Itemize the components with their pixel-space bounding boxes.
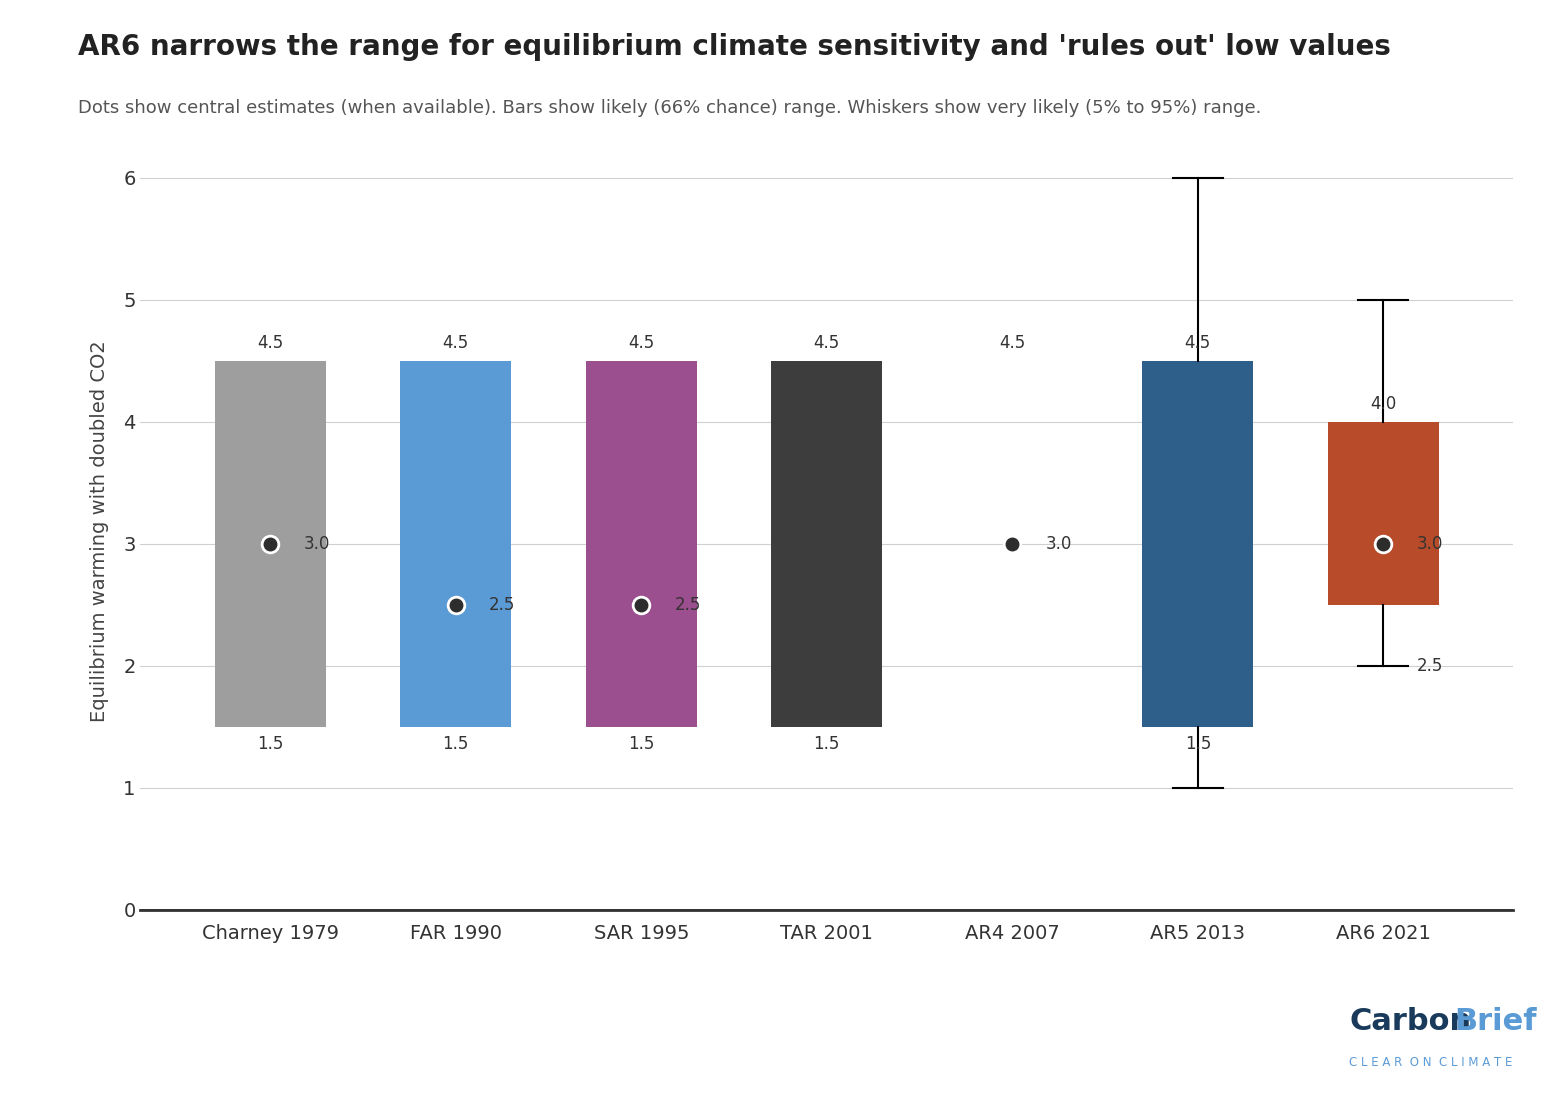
Text: 4.5: 4.5 <box>257 334 284 352</box>
Text: 4.5: 4.5 <box>1184 334 1211 352</box>
Y-axis label: Equilibrium warming with doubled CO2: Equilibrium warming with doubled CO2 <box>90 341 109 722</box>
Text: 3.0: 3.0 <box>1045 535 1072 552</box>
Text: 4.0: 4.0 <box>1370 396 1396 413</box>
Text: Brief: Brief <box>1454 1007 1537 1036</box>
Text: 1.5: 1.5 <box>629 735 655 753</box>
Text: 1.5: 1.5 <box>814 735 839 753</box>
Text: 2.5: 2.5 <box>490 596 515 614</box>
Text: 1.5: 1.5 <box>443 735 470 753</box>
Text: 4.5: 4.5 <box>629 334 654 352</box>
Text: 2.5: 2.5 <box>1416 657 1443 675</box>
Text: 3.0: 3.0 <box>304 535 331 552</box>
Text: C L E A R  O N  C L I M A T E: C L E A R O N C L I M A T E <box>1349 1055 1513 1069</box>
Text: 4.5: 4.5 <box>1000 334 1025 352</box>
Text: 2.5: 2.5 <box>674 596 700 614</box>
Bar <box>1328 422 1438 605</box>
Text: AR6 narrows the range for equilibrium climate sensitivity and 'rules out' low va: AR6 narrows the range for equilibrium cl… <box>78 33 1392 61</box>
Bar <box>771 361 883 727</box>
Bar <box>215 361 326 727</box>
Text: 1.5: 1.5 <box>257 735 284 753</box>
Bar <box>1142 361 1254 727</box>
Text: Carbon: Carbon <box>1349 1007 1471 1036</box>
Bar <box>399 361 512 727</box>
Bar <box>585 361 697 727</box>
Text: 1.5: 1.5 <box>1184 735 1211 753</box>
Text: 4.5: 4.5 <box>814 334 839 352</box>
Text: 4.5: 4.5 <box>443 334 470 352</box>
Text: Dots show central estimates (when available). Bars show likely (66% chance) rang: Dots show central estimates (when availa… <box>78 99 1262 116</box>
Text: 3.0: 3.0 <box>1416 535 1443 552</box>
